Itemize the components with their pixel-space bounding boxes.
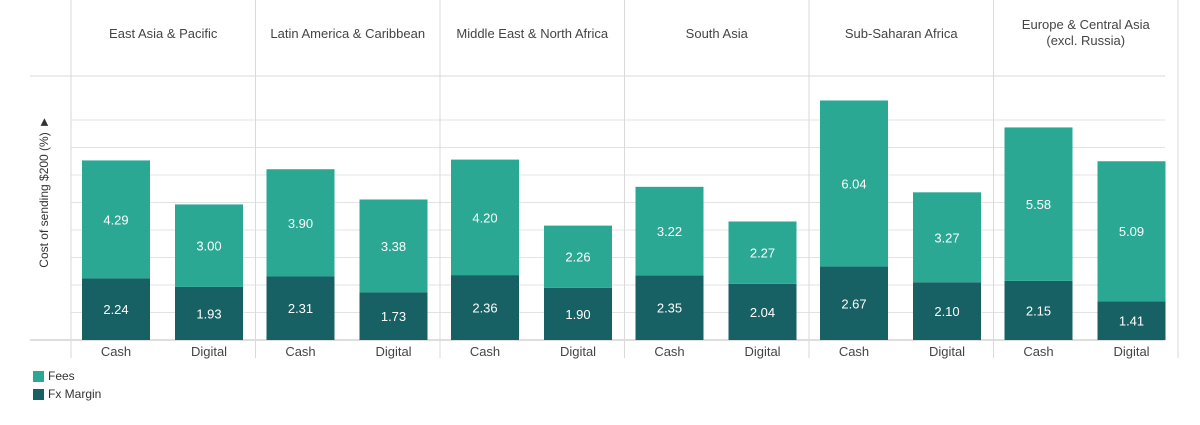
bar-fx-margin[interactable]: [359, 292, 428, 340]
data-label-fees: 2.26: [565, 250, 590, 265]
panel-title: South Asia: [686, 26, 749, 41]
data-label-fees: 6.04: [841, 177, 866, 192]
data-label-fx-margin: 1.93: [196, 306, 221, 321]
y-axis-label: Cost of sending $200 (%): [37, 132, 51, 267]
panel-title-line: Middle East & North Africa: [456, 26, 608, 41]
category-label: Cash: [839, 344, 869, 359]
data-label-fees: 3.22: [657, 224, 682, 239]
bar-fees[interactable]: [1097, 161, 1166, 302]
panel-title-line: Latin America & Caribbean: [270, 26, 425, 41]
category-label: Digital: [375, 344, 411, 359]
data-label-fees: 3.27: [934, 230, 959, 245]
category-label: Cash: [1023, 344, 1053, 359]
bar-fx-margin[interactable]: [820, 266, 888, 340]
data-label-fx-margin: 2.35: [657, 301, 682, 316]
bar-fx-margin[interactable]: [728, 283, 797, 340]
category-label: Digital: [560, 344, 596, 359]
data-label-fx-margin: 2.24: [103, 302, 128, 317]
panel-title-line: (excl. Russia): [1046, 33, 1125, 48]
legend-item-fees[interactable]: Fees: [33, 367, 101, 385]
bar-fx-margin[interactable]: [451, 275, 519, 340]
data-label-fx-margin: 2.67: [841, 296, 866, 311]
data-label-fx-margin: 2.04: [750, 305, 775, 320]
data-label-fees: 4.29: [103, 212, 128, 227]
panel-title: Sub-Saharan Africa: [845, 26, 959, 41]
category-label: Digital: [929, 344, 965, 359]
bar-fees[interactable]: [635, 186, 704, 276]
bar-fx-margin[interactable]: [544, 287, 612, 340]
legend-item-fx-margin[interactable]: Fx Margin: [33, 385, 101, 403]
bar-fees[interactable]: [82, 160, 150, 279]
panel-title: Europe & Central Asia (excl. Russia): [1022, 17, 1151, 48]
category-label: Digital: [744, 344, 780, 359]
category-label: Cash: [101, 344, 131, 359]
panel-title-line: South Asia: [686, 26, 749, 41]
category-label: Cash: [654, 344, 684, 359]
data-label-fx-margin: 1.73: [381, 309, 406, 324]
panel-titles: East Asia & Pacific Latin America & Carib…: [109, 17, 1150, 48]
data-label-fees: 5.09: [1119, 224, 1144, 239]
bar-fx-margin[interactable]: [175, 286, 243, 340]
bar-fx-margin[interactable]: [913, 282, 981, 340]
data-label-fx-margin: 1.90: [565, 307, 590, 322]
data-label-fees: 3.90: [288, 216, 313, 231]
category-label: Cash: [285, 344, 315, 359]
bar-fx-margin[interactable]: [266, 276, 335, 340]
category-label: Cash: [470, 344, 500, 359]
category-labels: Cash Digital Cash Digital Cash Digital Cash Dig…: [101, 344, 1150, 359]
bar-fx-margin[interactable]: [635, 275, 704, 340]
bar-fx-margin[interactable]: [1097, 301, 1166, 340]
panel-title-line: Europe & Central Asia: [1022, 17, 1151, 32]
data-label-fx-margin: 2.15: [1026, 303, 1051, 318]
bar-fees[interactable]: [451, 159, 519, 276]
bar-fees[interactable]: [175, 204, 243, 287]
data-label-fx-margin: 2.36: [472, 301, 497, 316]
data-label-fx-margin: 2.31: [288, 301, 313, 316]
legend-swatch-fees: [33, 370, 44, 382]
panel-title: Latin America & Caribbean: [270, 26, 425, 41]
gridlines: [71, 119, 1165, 313]
bar-fees[interactable]: [266, 169, 335, 277]
bar-fees[interactable]: [544, 225, 612, 288]
bars: 2.24 4.29 1.93 3.00 2.31 3.90 1.73 3.38 2.36 4.20…: [82, 100, 1166, 340]
data-label-fees: 5.58: [1026, 197, 1051, 212]
data-label-fx-margin: 1.41: [1119, 314, 1144, 329]
bar-fees[interactable]: [820, 100, 888, 267]
bar-fx-margin[interactable]: [82, 278, 150, 340]
bar-fees[interactable]: [1004, 127, 1073, 281]
panel-title-line: East Asia & Pacific: [109, 26, 218, 41]
data-label-fx-margin: 2.10: [934, 304, 959, 319]
sort-icon[interactable]: ▶: [39, 118, 50, 126]
legend: Fees Fx Margin: [33, 367, 101, 403]
bar-fees[interactable]: [913, 192, 981, 283]
data-label-fees: 3.38: [381, 239, 406, 254]
bar-fees[interactable]: [728, 221, 797, 284]
data-label-fees: 4.20: [472, 210, 497, 225]
panel-title-line: Sub-Saharan Africa: [845, 26, 959, 41]
bar-fx-margin[interactable]: [1004, 280, 1073, 340]
category-label: Digital: [191, 344, 227, 359]
data-label-fees: 3.00: [196, 239, 221, 254]
panel-title: Middle East & North Africa: [456, 26, 608, 41]
legend-label-fx-margin: Fx Margin: [48, 387, 102, 401]
bar-fees[interactable]: [359, 199, 428, 293]
legend-label-fees: Fees: [48, 369, 75, 383]
category-label: Digital: [1113, 344, 1149, 359]
legend-swatch-fx-margin: [33, 388, 44, 400]
panel-title: East Asia & Pacific: [109, 26, 218, 41]
data-label-fees: 2.27: [750, 246, 775, 261]
